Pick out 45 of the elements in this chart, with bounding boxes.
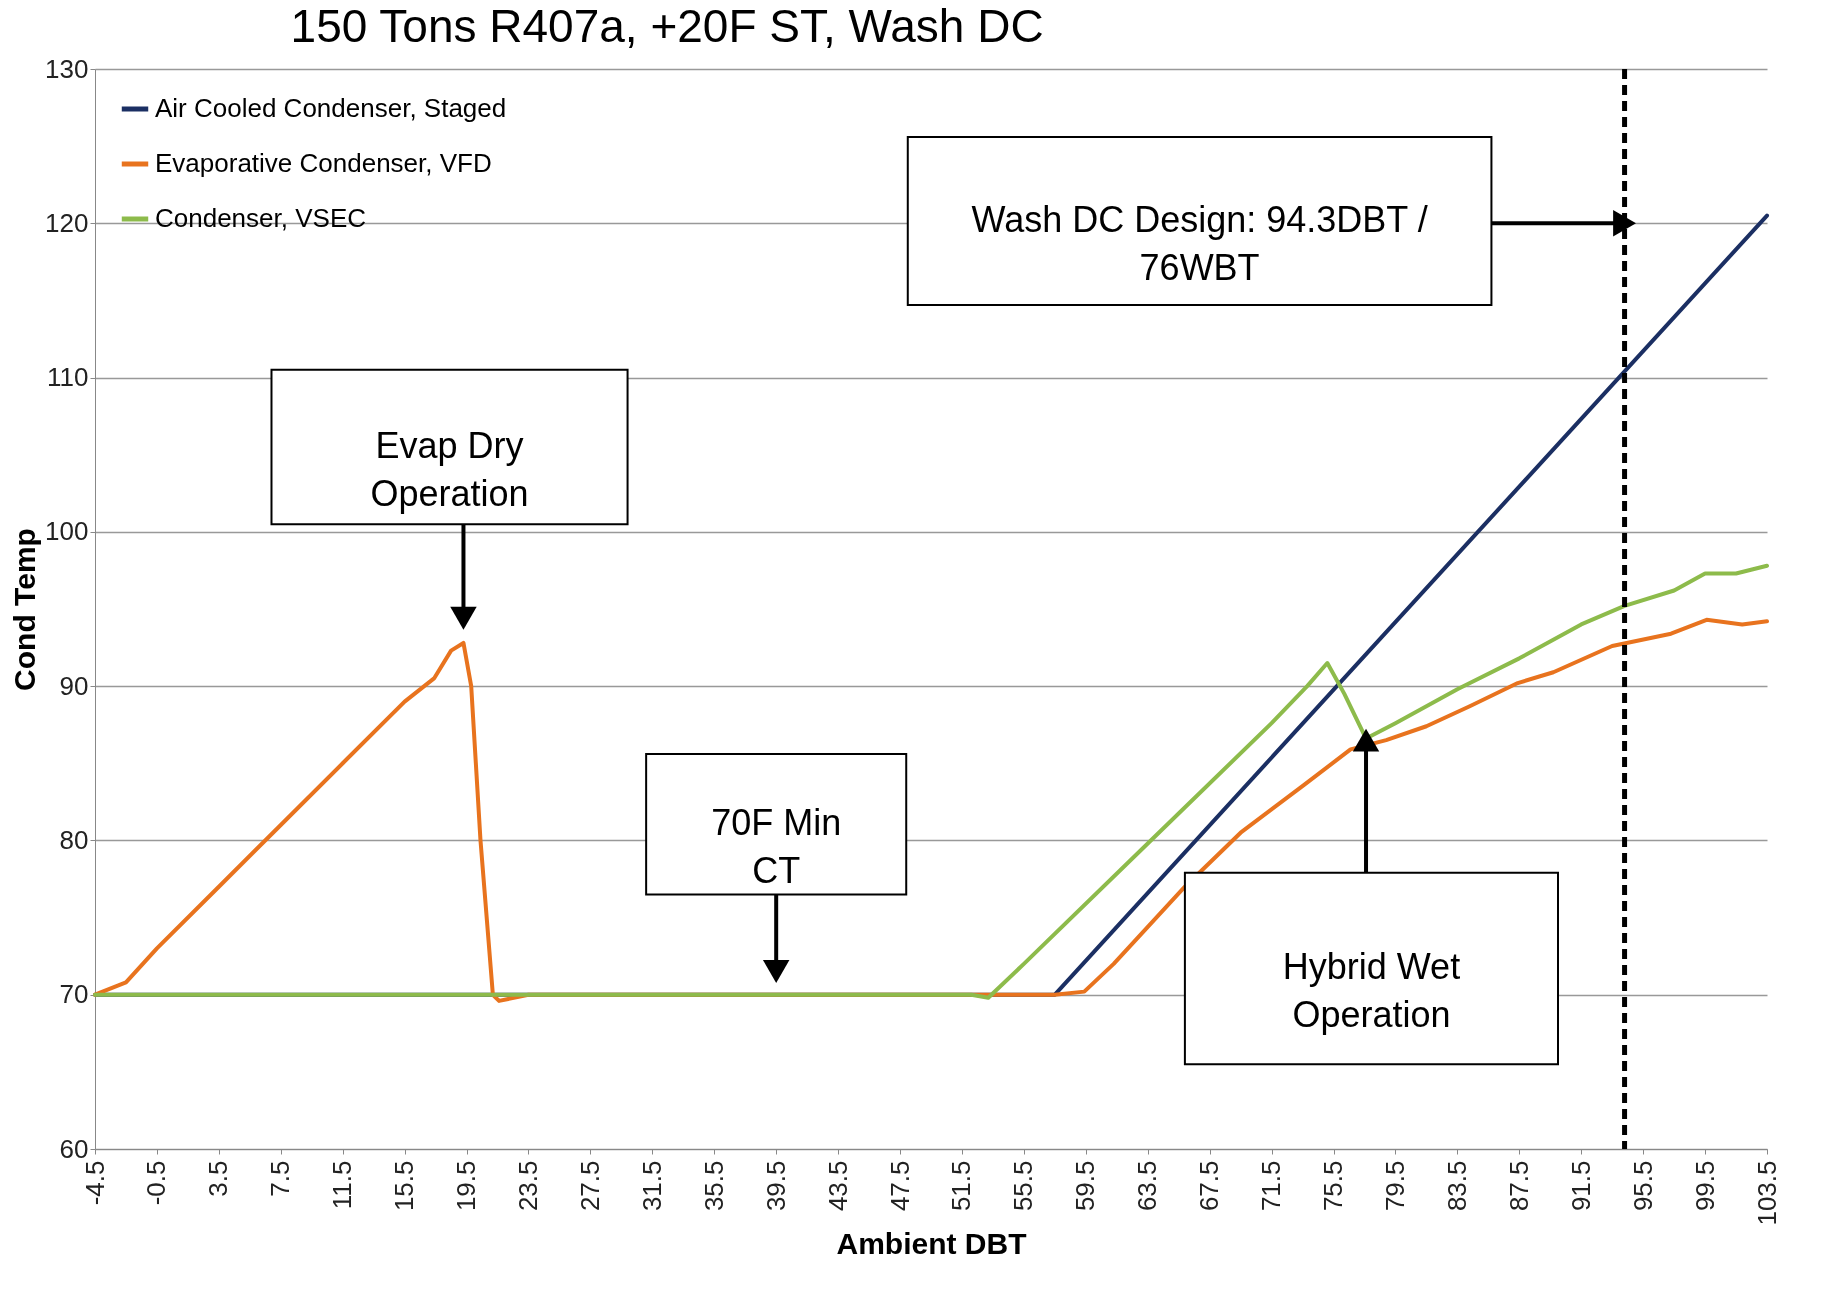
y-tick-label: 130 — [45, 53, 89, 84]
x-tick-label: 75.5 — [1318, 1160, 1349, 1212]
x-tick-label: 31.5 — [636, 1160, 667, 1212]
legend-label: Evaporative Condenser, VFD — [155, 148, 492, 178]
annotation: Hybrid Wet Operation — [1282, 946, 1461, 1036]
y-tick-label: 110 — [47, 362, 89, 393]
x-tick-label: 95.5 — [1627, 1160, 1658, 1212]
x-axis-title: Ambient DBT — [836, 1226, 1027, 1260]
x-tick-label: 63.5 — [1132, 1160, 1163, 1212]
x-tick-label: 43.5 — [822, 1160, 853, 1212]
y-tick-label: 120 — [45, 207, 89, 238]
x-tick-label: 99.5 — [1689, 1160, 1720, 1212]
y-tick-label: 80 — [59, 824, 89, 855]
y-axis-title: Cond Temp — [8, 528, 42, 691]
x-tick-label: 47.5 — [884, 1160, 915, 1212]
annotation: Wash DC Design: 94.3DBT / 76WBT — [971, 198, 1428, 288]
legend-label: Air Cooled Condenser, Staged — [155, 93, 507, 123]
x-tick-label: 19.5 — [451, 1160, 482, 1212]
y-tick-label: 90 — [59, 670, 89, 701]
x-tick-label: -0.5 — [141, 1160, 172, 1206]
legend-label: Condenser, VSEC — [155, 203, 367, 233]
x-tick-label: 27.5 — [574, 1160, 605, 1212]
x-tick-label: 7.5 — [265, 1160, 296, 1197]
x-tick-label: 23.5 — [512, 1160, 543, 1212]
x-tick-label: 39.5 — [760, 1160, 791, 1212]
x-tick-label: 15.5 — [389, 1160, 420, 1212]
x-tick-label: 79.5 — [1379, 1160, 1410, 1212]
y-tick-label: 100 — [45, 516, 89, 547]
x-tick-label: 67.5 — [1194, 1160, 1225, 1212]
chart-title: 150 Tons R407a, +20F ST, Wash DC — [290, 0, 1044, 52]
x-tick-label: 55.5 — [1008, 1160, 1039, 1212]
x-tick-label: 59.5 — [1070, 1160, 1101, 1212]
annotation: Evap Dry Operation — [370, 425, 529, 514]
x-tick-label: 103.5 — [1751, 1160, 1782, 1226]
x-tick-label: 71.5 — [1256, 1160, 1287, 1212]
x-tick-label: 87.5 — [1503, 1160, 1534, 1212]
annotation: 70F Min CT — [711, 802, 842, 892]
y-tick-label: 70 — [59, 979, 89, 1010]
x-tick-label: -4.5 — [79, 1160, 110, 1206]
x-tick-label: 11.5 — [327, 1160, 358, 1210]
x-tick-label: 91.5 — [1565, 1160, 1596, 1212]
x-tick-label: 35.5 — [698, 1160, 729, 1212]
x-tick-label: 3.5 — [203, 1160, 234, 1197]
x-tick-label: 83.5 — [1441, 1160, 1472, 1212]
x-tick-label: 51.5 — [946, 1160, 977, 1212]
